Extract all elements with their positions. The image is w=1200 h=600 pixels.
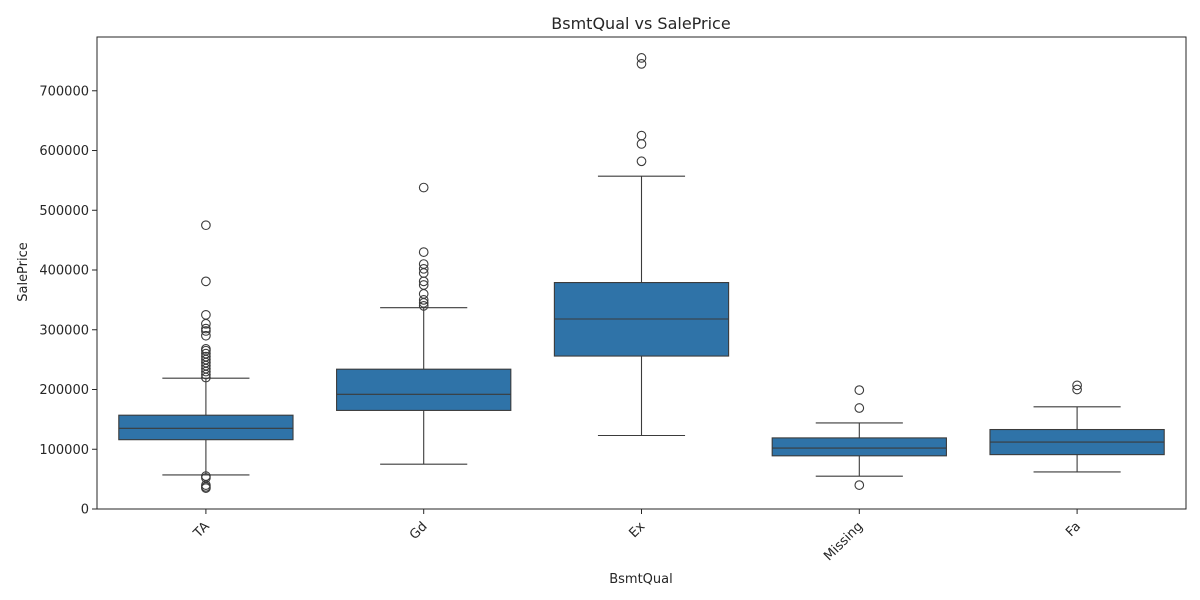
iqr-box	[336, 368, 512, 411]
x-tick-label: Fa	[1063, 519, 1084, 540]
outlier-point	[201, 366, 211, 377]
outlier-point	[201, 330, 211, 341]
outlier-point	[636, 156, 647, 167]
y-tick-label: 700000	[39, 84, 89, 99]
plot-frame	[96, 36, 1187, 510]
chart-title: BsmtQual vs SalePrice	[551, 14, 730, 33]
outlier-point	[201, 369, 211, 380]
x-tick-label: Missing	[821, 519, 866, 564]
outlier-point	[854, 385, 865, 395]
plot-area: 0 100000 200000 300000 400000 500000 600000 700…	[39, 53, 1165, 564]
y-tick-label: 0	[81, 503, 89, 518]
outlier-point	[201, 309, 211, 320]
outlier-point	[418, 247, 429, 257]
outlier-point	[201, 323, 211, 334]
outlier-point	[636, 130, 647, 141]
outlier-point	[418, 301, 429, 311]
iqr-box	[118, 414, 294, 441]
y-tick-label: 300000	[39, 323, 89, 338]
x-tick-label: TA	[190, 519, 213, 542]
outlier-point	[418, 263, 429, 274]
outlier-point	[201, 483, 211, 493]
x-tick-label: Gd	[407, 519, 431, 543]
y-tick-label: 100000	[39, 443, 89, 458]
x-tick-label: Ex	[626, 519, 648, 541]
outlier-point	[201, 326, 211, 336]
y-tick-label: 200000	[39, 383, 89, 398]
y-tick-label: 600000	[39, 144, 89, 159]
outlier-point	[636, 139, 647, 149]
outlier-point	[201, 372, 211, 383]
outlier-point	[1072, 384, 1082, 395]
x-axis-label: BsmtQual	[609, 572, 673, 587]
outlier-point	[1072, 380, 1082, 391]
outlier-point	[636, 59, 647, 69]
outlier-point	[201, 318, 211, 329]
outlier-point	[854, 480, 865, 490]
y-tick-label: 400000	[39, 264, 89, 279]
outlier-point	[418, 276, 429, 287]
outlier-point	[418, 182, 429, 193]
outlier-point	[201, 276, 211, 287]
y-axis-label: SalePrice	[16, 242, 31, 302]
outlier-point	[418, 298, 429, 308]
outlier-point	[418, 295, 429, 305]
outlier-point	[201, 220, 211, 231]
outlier-point	[636, 53, 647, 63]
iqr-box	[771, 437, 947, 457]
outlier-point	[854, 403, 865, 413]
y-tick-label: 500000	[39, 204, 89, 219]
